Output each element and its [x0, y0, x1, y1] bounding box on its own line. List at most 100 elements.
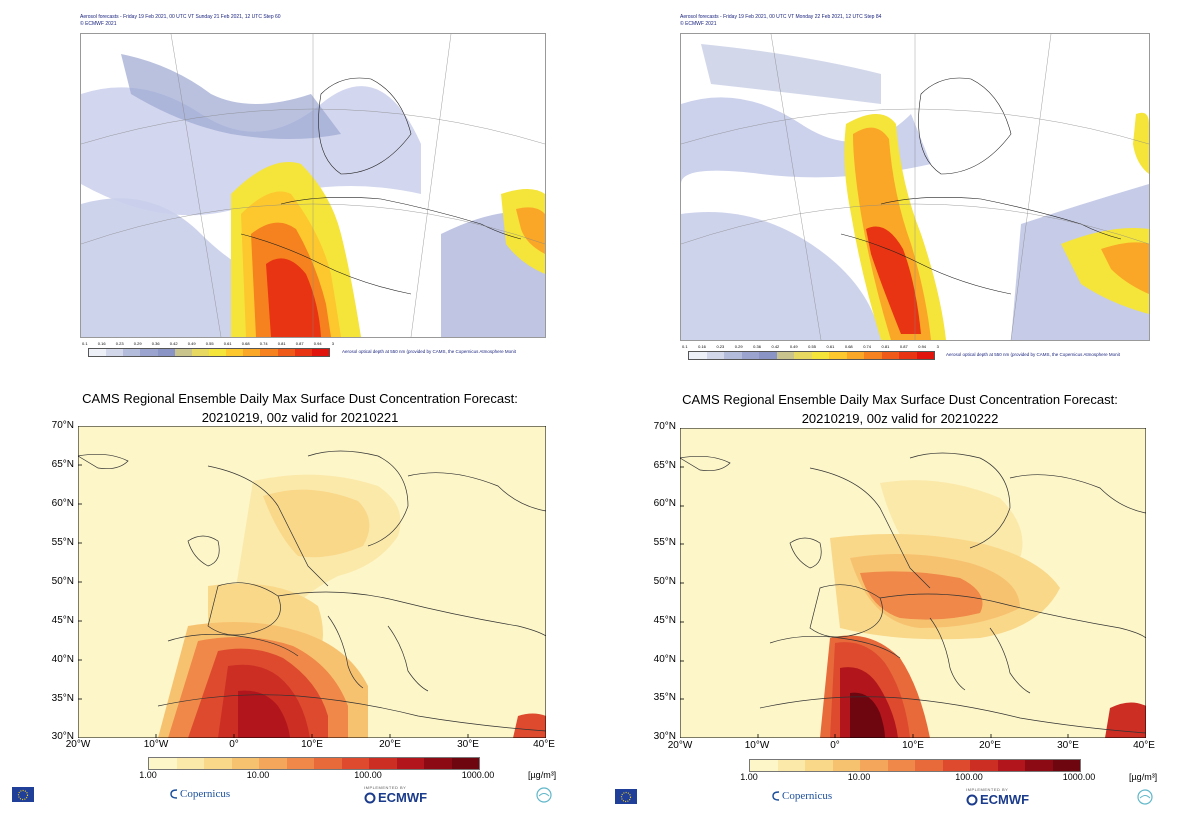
aod-colorbar-swatch [881, 352, 899, 359]
lat-label: 70°N [653, 421, 676, 432]
dust-colorbar-swatch [259, 758, 287, 769]
lat-label: 45°N [51, 615, 74, 626]
aod-colorbar-swatch [191, 349, 209, 356]
dust-colorbar-swatch [204, 758, 232, 769]
dust-colorbar-swatch [805, 760, 833, 771]
aod-header-line1: Aerosol forecasts - Friday 19 Feb 2021, … [80, 14, 281, 20]
dust-colorbar-left [148, 757, 480, 770]
aod-colorbar-swatch [157, 349, 175, 356]
dust-map-left [78, 426, 546, 738]
dust-title-right-line1: CAMS Regional Ensemble Daily Max Surface… [682, 392, 1118, 407]
dust-tick: 1000.00 [1062, 772, 1096, 782]
lon-label: 10°E [301, 739, 323, 750]
aod-colorbar-swatch [89, 349, 107, 356]
atmosphere-monitoring-logo [1137, 789, 1153, 805]
aod-colorbar-swatch [123, 349, 141, 356]
dust-title-right-line2: 20210219, 00z valid for 20210222 [801, 411, 999, 426]
ecmwf-logo: IMPLEMENTED BY ECMWF [364, 785, 427, 805]
lat-label: 50°N [51, 576, 74, 587]
dust-colorbar-swatch [231, 758, 259, 769]
dust-tick: 10.00 [847, 772, 871, 782]
aod-colorbar-swatch [759, 352, 777, 359]
lon-label: 0° [830, 740, 840, 751]
dust-colorbar-swatch [286, 758, 314, 769]
aod-tick: 0.55 [205, 341, 214, 346]
dust-colorbar-swatch [915, 760, 943, 771]
lat-label: 60°N [653, 498, 676, 509]
lon-label: 20°E [379, 739, 401, 750]
lon-label: 20°E [979, 740, 1001, 751]
aod-ticks-left: 0.1 0.16 0.23 0.29 0.36 0.42 0.49 0.55 0… [82, 341, 334, 346]
aod-map-left [80, 33, 546, 338]
dust-tick: 1.00 [139, 770, 157, 780]
aod-tick: 3 [331, 341, 334, 346]
aod-footer-right: Aerosol optical depth at 550 nm (provide… [946, 352, 1120, 357]
eu-stars-icon [620, 791, 632, 802]
lon-label: 0° [229, 739, 239, 750]
dust-colorbar-swatch [1052, 760, 1080, 771]
aod-tick: 0.81 [881, 344, 890, 349]
lat-label: 35°N [51, 693, 74, 704]
aod-tick: 0.1 [82, 341, 88, 346]
dust-colorbar-swatch [176, 758, 204, 769]
aod-tick: 0.29 [734, 344, 743, 349]
lon-label: 10°W [744, 740, 770, 751]
copernicus-logo: Copernicus [772, 790, 832, 802]
aod-colorbar-swatch [140, 349, 158, 356]
aod-colorbar-swatch [174, 349, 192, 356]
dust-tick: 1.00 [740, 772, 758, 782]
lon-label: 30°E [457, 739, 479, 750]
dust-colorbar-swatch [860, 760, 888, 771]
aod-tick: 0.42 [771, 344, 780, 349]
aod-colorbar-swatch [311, 349, 329, 356]
dust-unit: [µg/m³] [528, 770, 557, 780]
ecmwf-wordmark: ECMWF [378, 790, 428, 805]
dust-colorbar-swatch [887, 760, 915, 771]
lat-label: 55°N [653, 537, 676, 548]
aod-tick: 0.61 [826, 344, 835, 349]
dust-tick: 1000.00 [461, 770, 495, 780]
aod-colorbar-swatch [899, 352, 917, 359]
atmosphere-monitoring-logo [536, 787, 552, 803]
lat-label: 30°N [51, 731, 74, 742]
dust-colorbar-swatch [942, 760, 970, 771]
aod-tick: 0.55 [808, 344, 816, 349]
aod-tick: 0.81 [277, 341, 286, 346]
aod-tick: 0.36 [151, 341, 160, 346]
dust-colorbar-swatch [1025, 760, 1053, 771]
eu-flag-logo [12, 787, 34, 802]
aod-colorbar-right [688, 351, 935, 360]
copernicus-wordmark: Copernicus [782, 790, 833, 802]
aod-tick: 0.61 [223, 341, 232, 346]
dust-unit: [µg/m³] [1129, 772, 1158, 782]
aod-colorbar-swatch [260, 349, 278, 356]
lat-label: 65°N [653, 460, 676, 471]
aod-tick: 0.42 [169, 341, 178, 346]
aod-tick: 0.29 [133, 341, 142, 346]
aod-colorbar-swatch [706, 352, 724, 359]
aod-map-panel-right: Aerosol forecasts - Friday 19 Feb 2021, … [678, 14, 1153, 362]
aod-map-right [680, 33, 1150, 341]
aod-tick: 0.23 [115, 341, 124, 346]
aod-colorbar-swatch [277, 349, 295, 356]
aod-tick: 0.16 [97, 341, 106, 346]
ecmwf-wordmark: ECMWF [980, 792, 1030, 807]
aod-colorbar-swatch [846, 352, 864, 359]
dust-tick: 100.00 [354, 770, 382, 780]
dust-colorbar-swatch [369, 758, 397, 769]
aod-tick: 0.16 [698, 344, 706, 349]
ecmwf-swirl-icon [364, 792, 376, 803]
aod-header-line1: Aerosol forecasts - Friday 19 Feb 2021, … [680, 14, 882, 20]
aod-footer-left: Aerosol optical depth at 550 nm (provide… [342, 349, 516, 354]
aod-colorbar-swatch [243, 349, 261, 356]
copernicus-swirl-icon [772, 791, 780, 801]
lon-label: 20°W [667, 740, 693, 751]
lon-label: 40°E [1133, 740, 1155, 751]
aod-tick: 0.68 [241, 341, 250, 346]
aod-colorbar-swatch [776, 352, 794, 359]
dust-colorbar-swatch [424, 758, 452, 769]
eu-flag-logo [615, 789, 637, 804]
dust-title-left-line1: CAMS Regional Ensemble Daily Max Surface… [82, 391, 518, 406]
dust-colorbar-right [749, 759, 1081, 772]
lat-label: 70°N [51, 420, 74, 431]
